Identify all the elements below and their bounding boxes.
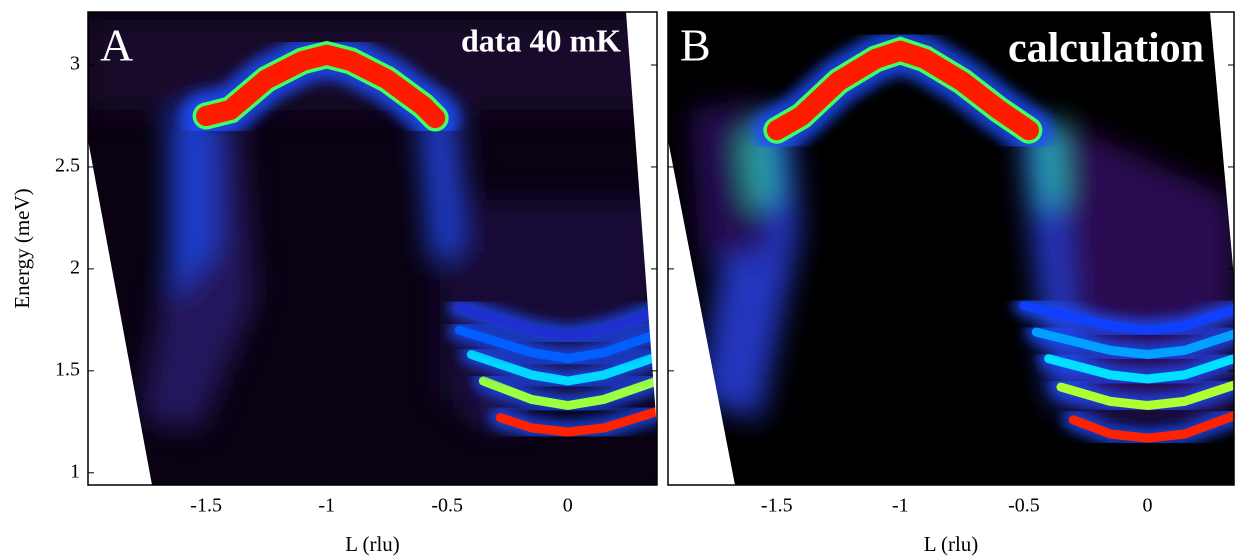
panel-letter: B (680, 20, 711, 71)
no-data-region (88, 140, 152, 485)
no-data-region (668, 140, 735, 485)
y-axis-label: Energy (meV) (10, 188, 34, 308)
panel-subtitle: calculation (1008, 26, 1204, 72)
x-tick-label: 0 (563, 495, 573, 517)
y-tick-label: 3 (70, 53, 80, 75)
band (466, 350, 657, 386)
x-tick-label: -1.5 (190, 495, 222, 517)
band (1031, 327, 1234, 359)
x-tick-label: 0 (1142, 495, 1152, 517)
band (1044, 354, 1234, 384)
band (766, 40, 1039, 141)
plot-frame (87, 11, 658, 486)
no-data-region (1210, 12, 1234, 278)
panel (88, 12, 657, 485)
x-tick-label: -0.5 (1008, 495, 1040, 517)
y-tick-label: 2.5 (55, 155, 80, 177)
panel-subtitle: data 40 mK (461, 22, 621, 58)
no-data-region (626, 12, 657, 430)
x-tick-label: -0.5 (431, 495, 463, 517)
band (454, 303, 657, 341)
plot-frame (667, 11, 1235, 486)
band (478, 376, 657, 410)
band (1068, 411, 1234, 443)
x-axis-label: L (rlu) (345, 532, 400, 556)
band (495, 407, 657, 437)
x-tick-label: -1 (892, 495, 909, 517)
panel (668, 12, 1234, 485)
x-tick-label: -1.5 (761, 495, 793, 517)
panel-letter: A (100, 20, 133, 71)
band (454, 325, 657, 364)
band (1019, 301, 1234, 335)
y-tick-label: 1 (70, 460, 80, 482)
y-tick-label: 1.5 (55, 358, 80, 380)
band (1056, 380, 1234, 410)
y-tick-label: 2 (70, 256, 80, 278)
band (196, 44, 446, 128)
x-tick-label: -1 (318, 495, 335, 517)
x-axis-label: L (rlu) (924, 532, 979, 556)
